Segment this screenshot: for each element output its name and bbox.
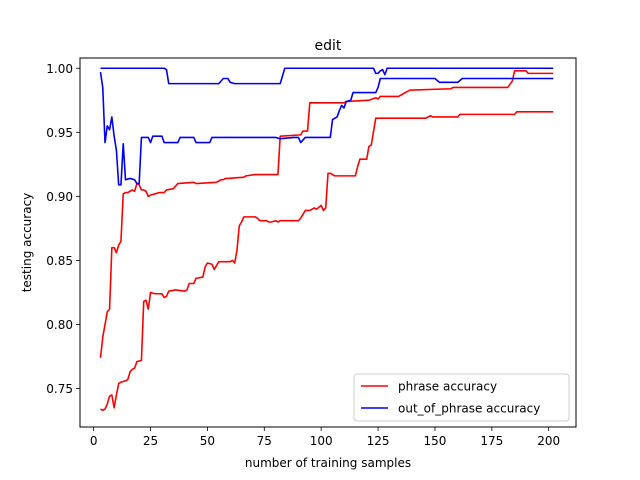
legend-label-out-of-phrase-accuracy: out_of_phrase accuracy (398, 402, 540, 416)
x-tick-label: 100 (310, 434, 333, 448)
x-tick-label: 75 (257, 434, 272, 448)
y-tick-label: 1.00 (46, 62, 73, 76)
x-tick-label: 125 (367, 434, 390, 448)
y-axis: 0.75 0.80 0.85 0.90 0.95 1.00 (46, 62, 80, 396)
x-tick-label: 200 (537, 434, 560, 448)
x-tick-label: 50 (200, 434, 215, 448)
y-tick-label: 0.95 (46, 126, 73, 140)
series-line-phrase-accuracy (100, 111, 554, 412)
y-tick-label: 0.75 (46, 382, 73, 396)
x-tick-label: 150 (423, 434, 446, 448)
y-axis-label: testing accuracy (20, 193, 34, 293)
series-line-out-of-phrase-accuracy-lower (99, 71, 554, 186)
series-line-phrase-accuracy-upper (99, 70, 554, 358)
series-line-out-of-phrase-accuracy (100, 67, 554, 85)
x-tick-label: 175 (480, 434, 503, 448)
plot-frame (79, 57, 577, 428)
x-axis-label: number of training samples (245, 456, 411, 470)
plot-area (99, 67, 554, 412)
legend: phrase accuracy out_of_phrase accuracy (353, 373, 570, 422)
x-tick-label: 25 (143, 434, 158, 448)
y-tick-label: 0.90 (46, 190, 73, 204)
legend-box (353, 373, 570, 422)
x-axis: 0 25 50 75 100 125 150 175 200 (90, 427, 560, 448)
y-tick-label: 0.85 (46, 254, 73, 268)
chart-title: edit (315, 38, 342, 54)
y-tick-label: 0.80 (46, 318, 73, 332)
x-tick-label: 0 (90, 434, 98, 448)
series-lines (99, 67, 554, 412)
legend-label-phrase-accuracy: phrase accuracy (398, 380, 497, 394)
